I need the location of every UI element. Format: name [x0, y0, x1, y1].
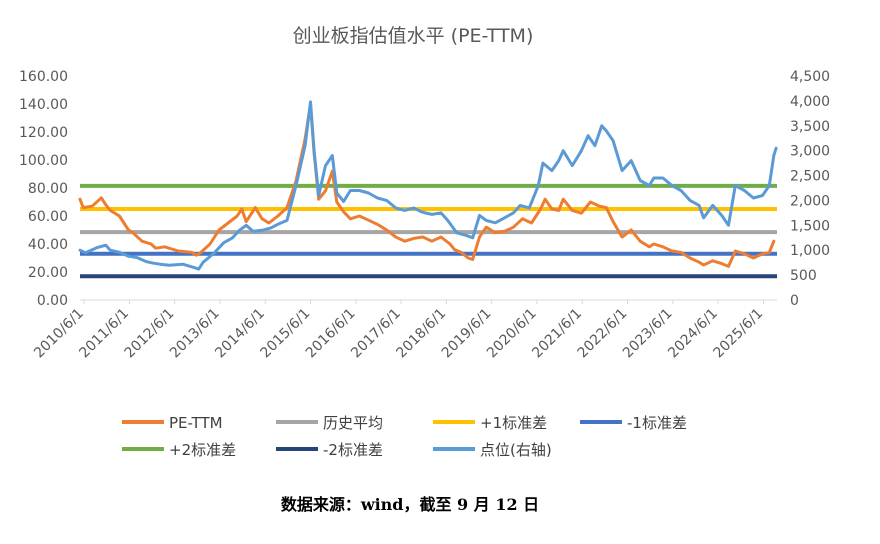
y-right-tick-label: 1,500 — [790, 218, 830, 234]
y-right-tick-label: 4,000 — [790, 94, 830, 110]
pe-ttm-chart: 创业板指估值水平 (PE-TTM) 0.00 20.00 40.00 60.00 80.… — [19, 25, 830, 459]
y-right-tick-label: 500 — [790, 268, 817, 284]
y-right-tick-label: 1,000 — [790, 243, 830, 259]
y-right-tick-label: 0 — [790, 293, 799, 309]
legend-label: -2标准差 — [323, 441, 383, 459]
legend-label: +2标准差 — [169, 441, 236, 459]
y-left-tick-label: 20.00 — [28, 265, 68, 281]
y-left-tick-label: 140.00 — [19, 97, 68, 113]
plot-area — [78, 100, 778, 279]
y-right-tick-label: 2,000 — [790, 193, 830, 209]
y-right-tick-label: 3,500 — [790, 119, 830, 135]
y-left-tick-label: 40.00 — [28, 237, 68, 253]
legend-label: -1标准差 — [627, 414, 687, 432]
y-right-tick-label: 2,500 — [790, 169, 830, 185]
pe-ttm-line — [78, 102, 776, 268]
y-axis-right: 0 500 1,000 1,500 2,000 2,500 3,000 3,500 4,000 4… — [790, 69, 830, 309]
x-tick-label: 2025/6/1 — [710, 306, 766, 362]
legend: PE-TTM 历史平均 +1标准差 -1标准差 +2标准差 -2标准差 点位(右轴) — [122, 414, 687, 459]
y-right-tick-label: 3,000 — [790, 144, 830, 160]
y-axis-left: 0.00 20.00 40.00 60.00 80.00 100.00 120.00 140.… — [19, 69, 68, 309]
index-level-line — [78, 100, 778, 271]
legend-label: +1标准差 — [480, 414, 547, 432]
legend-label: 点位(右轴) — [480, 441, 552, 459]
y-left-tick-label: 0.00 — [37, 293, 68, 309]
y-left-tick-label: 120.00 — [19, 125, 68, 141]
legend-label: PE-TTM — [169, 414, 223, 432]
x-axis: 2010/6/12011/6/12012/6/12013/6/12014/6/1… — [31, 300, 766, 361]
y-left-tick-label: 80.00 — [28, 181, 68, 197]
chart-title: 创业板指估值水平 (PE-TTM) — [293, 25, 534, 47]
source-note: 数据来源：wind，截至 9 月 12 日 — [280, 495, 540, 514]
y-right-tick-label: 4,500 — [790, 69, 830, 85]
y-left-tick-label: 160.00 — [19, 69, 68, 85]
legend-label: 历史平均 — [323, 414, 383, 432]
y-left-tick-label: 100.00 — [19, 153, 68, 169]
y-left-tick-label: 60.00 — [28, 209, 68, 225]
